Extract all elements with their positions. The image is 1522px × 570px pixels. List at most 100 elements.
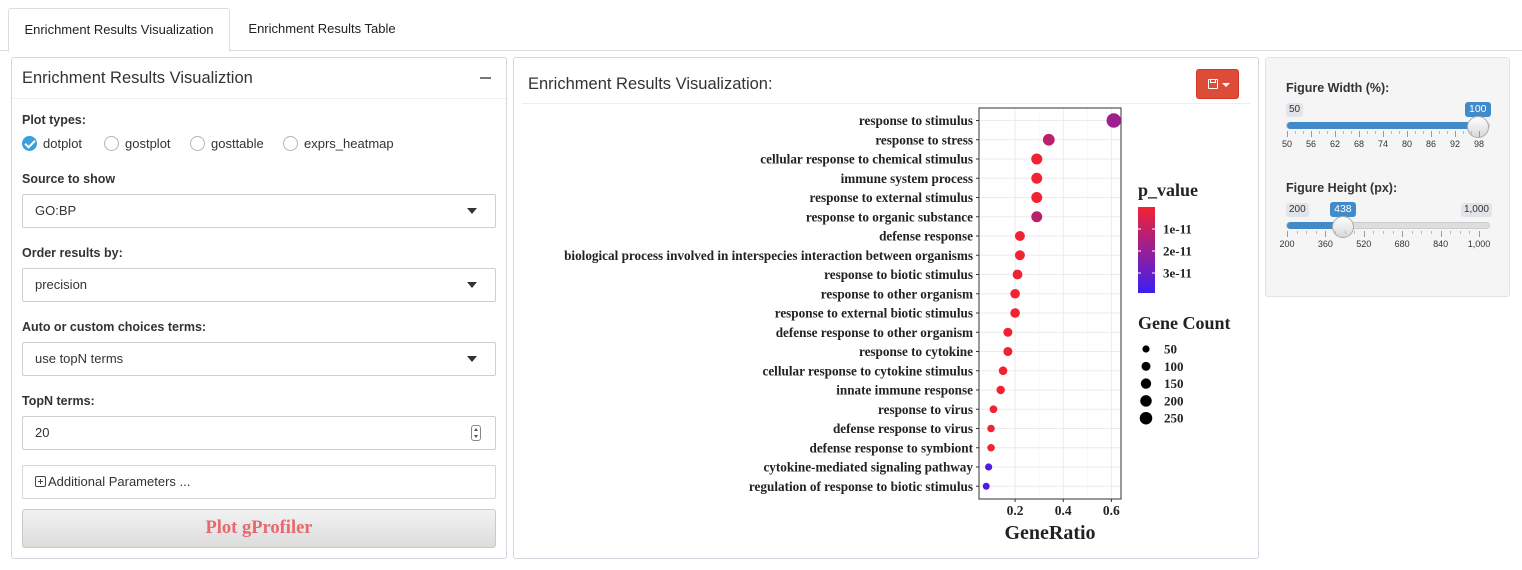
slider-handle[interactable] bbox=[1332, 216, 1355, 238]
data-point bbox=[1003, 346, 1013, 357]
settings-panel-title: Enrichment Results Visualiztion bbox=[22, 69, 253, 87]
slider-minor-tick bbox=[1411, 231, 1413, 234]
y-tick-label: response to external stimulus bbox=[810, 190, 974, 205]
slider-ticks: 200 360 520 680 840 1,000 bbox=[1279, 231, 1490, 251]
tab-enrichment-visualization[interactable]: Enrichment Results Visualization bbox=[8, 8, 230, 52]
figure-width-label: Figure Width (%): bbox=[1286, 81, 1390, 95]
visualization-title: Enrichment Results Visualization: bbox=[528, 75, 773, 93]
size-legend-dot bbox=[1141, 361, 1151, 371]
slider-tick-label: 840 bbox=[1433, 239, 1449, 249]
slider-track[interactable] bbox=[1286, 222, 1490, 229]
figure-height-label: Figure Height (px): bbox=[1286, 181, 1398, 195]
slider-minor-tick bbox=[1392, 231, 1394, 234]
slider-minor-tick bbox=[1367, 131, 1368, 134]
data-point bbox=[987, 424, 995, 433]
data-point bbox=[998, 366, 1008, 376]
data-point bbox=[1031, 172, 1043, 184]
order-label: Order results by: bbox=[22, 246, 123, 260]
slider-minor-tick bbox=[1391, 131, 1392, 134]
slider-track[interactable] bbox=[1286, 122, 1490, 129]
slider-tick-label: 360 bbox=[1317, 239, 1333, 249]
chevron-down-icon bbox=[467, 208, 477, 214]
slider-minor-tick bbox=[1343, 131, 1344, 134]
tab-enrichment-table[interactable]: Enrichment Results Table bbox=[248, 21, 396, 36]
radio-label: dotplot bbox=[43, 136, 83, 151]
choices-label: Auto or custom choices terms: bbox=[22, 320, 207, 334]
radio-checked-icon bbox=[22, 136, 37, 151]
data-point bbox=[1010, 288, 1020, 299]
data-point bbox=[1031, 153, 1043, 165]
order-select[interactable]: precision bbox=[22, 268, 496, 302]
size-legend-dot bbox=[1140, 378, 1152, 389]
x-tick-label: 0.2 bbox=[1007, 503, 1024, 518]
radio-label: exprs_heatmap bbox=[304, 136, 394, 151]
data-point bbox=[1042, 133, 1055, 146]
slider-tick bbox=[1440, 231, 1442, 237]
additional-parameters-label: Additional Parameters ... bbox=[48, 474, 191, 489]
slider-minor-tick bbox=[1383, 231, 1384, 234]
data-point bbox=[1003, 327, 1013, 337]
slider-tick-label: 80 bbox=[1401, 139, 1413, 149]
slider-tick bbox=[1402, 231, 1404, 237]
color-legend-bar bbox=[1138, 207, 1155, 293]
size-legend-dot bbox=[1139, 411, 1153, 425]
y-tick-label: immune system process bbox=[841, 171, 973, 186]
source-select[interactable]: GO:BP bbox=[22, 194, 496, 228]
slider-minor-tick bbox=[1354, 231, 1356, 234]
slider-tick-label: 62 bbox=[1329, 139, 1341, 149]
color-legend-label: 3e-11 bbox=[1163, 266, 1192, 281]
slider-tick-label: 200 bbox=[1279, 239, 1295, 249]
slider-minor-tick bbox=[1327, 131, 1328, 134]
slider-tick bbox=[1287, 231, 1288, 237]
y-tick-label: response to cytokine bbox=[859, 344, 973, 359]
divider bbox=[522, 103, 1250, 104]
source-label: Source to show bbox=[22, 172, 116, 186]
y-tick-label: innate immune response bbox=[836, 383, 973, 398]
slider-tick bbox=[1479, 131, 1480, 137]
additional-parameters-toggle[interactable]: Additional Parameters ... bbox=[22, 465, 496, 499]
x-tick-label: 0.4 bbox=[1055, 503, 1072, 518]
slider-tick bbox=[1455, 131, 1456, 137]
color-legend-label: 2e-11 bbox=[1163, 244, 1192, 259]
figure-size-panel: Figure Width (%): 50 100 50 56 62 68 74 80 86 9… bbox=[1265, 57, 1510, 297]
radio-unchecked-icon bbox=[190, 136, 205, 151]
slider-minor-tick bbox=[1351, 131, 1352, 134]
y-tick-label: response to stimulus bbox=[859, 113, 973, 128]
y-tick-label: cytokine-mediated signaling pathway bbox=[763, 460, 973, 475]
x-tick-label: 0.6 bbox=[1103, 503, 1120, 518]
slider-minor-tick bbox=[1319, 131, 1320, 134]
data-point bbox=[1014, 250, 1025, 261]
y-tick-label: response to virus bbox=[878, 402, 973, 417]
slider-minor-tick bbox=[1423, 131, 1424, 134]
slider-handle[interactable] bbox=[1467, 116, 1489, 138]
collapse-icon[interactable] bbox=[480, 69, 492, 85]
size-legend-title: Gene Count bbox=[1138, 313, 1231, 333]
data-point bbox=[1031, 192, 1043, 203]
y-tick-label: defense response to virus bbox=[833, 421, 973, 436]
topn-input[interactable]: 20 bbox=[22, 416, 496, 450]
spinner-icon[interactable] bbox=[471, 425, 481, 441]
chevron-down-icon bbox=[467, 356, 477, 362]
slider-minor-tick bbox=[1295, 131, 1296, 134]
save-dropdown-button[interactable] bbox=[1196, 69, 1239, 99]
plot-types-label: Plot types: bbox=[22, 113, 86, 127]
plot-gprofiler-button[interactable]: Plot gProfiler bbox=[22, 509, 496, 548]
slider-minor-tick bbox=[1463, 131, 1464, 134]
slider-min-label: 50 bbox=[1286, 103, 1304, 117]
figure-height-slider: Figure Height (px): 200 1,000 438 200 360… bbox=[1279, 181, 1492, 251]
floppy-disk-icon bbox=[1208, 79, 1218, 89]
slider-minor-tick bbox=[1469, 231, 1471, 234]
slider-tick-label: 680 bbox=[1394, 239, 1410, 249]
slider-tick-label: 50 bbox=[1281, 139, 1293, 149]
topn-label: TopN terms: bbox=[22, 394, 95, 408]
slider-minor-tick bbox=[1373, 231, 1375, 234]
color-legend-label: 1e-11 bbox=[1163, 222, 1192, 237]
slider-tick-label: 92 bbox=[1449, 139, 1461, 149]
slider-tick bbox=[1287, 131, 1288, 137]
y-tick-label: defense response to other organism bbox=[776, 325, 973, 340]
y-tick-label: response to biotic stimulus bbox=[824, 267, 973, 282]
y-tick-label: cellular response to chemical stimulus bbox=[760, 152, 973, 167]
choices-select[interactable]: use topN terms bbox=[22, 342, 496, 376]
slider-minor-tick bbox=[1431, 231, 1432, 234]
size-legend-dot bbox=[1142, 345, 1150, 353]
